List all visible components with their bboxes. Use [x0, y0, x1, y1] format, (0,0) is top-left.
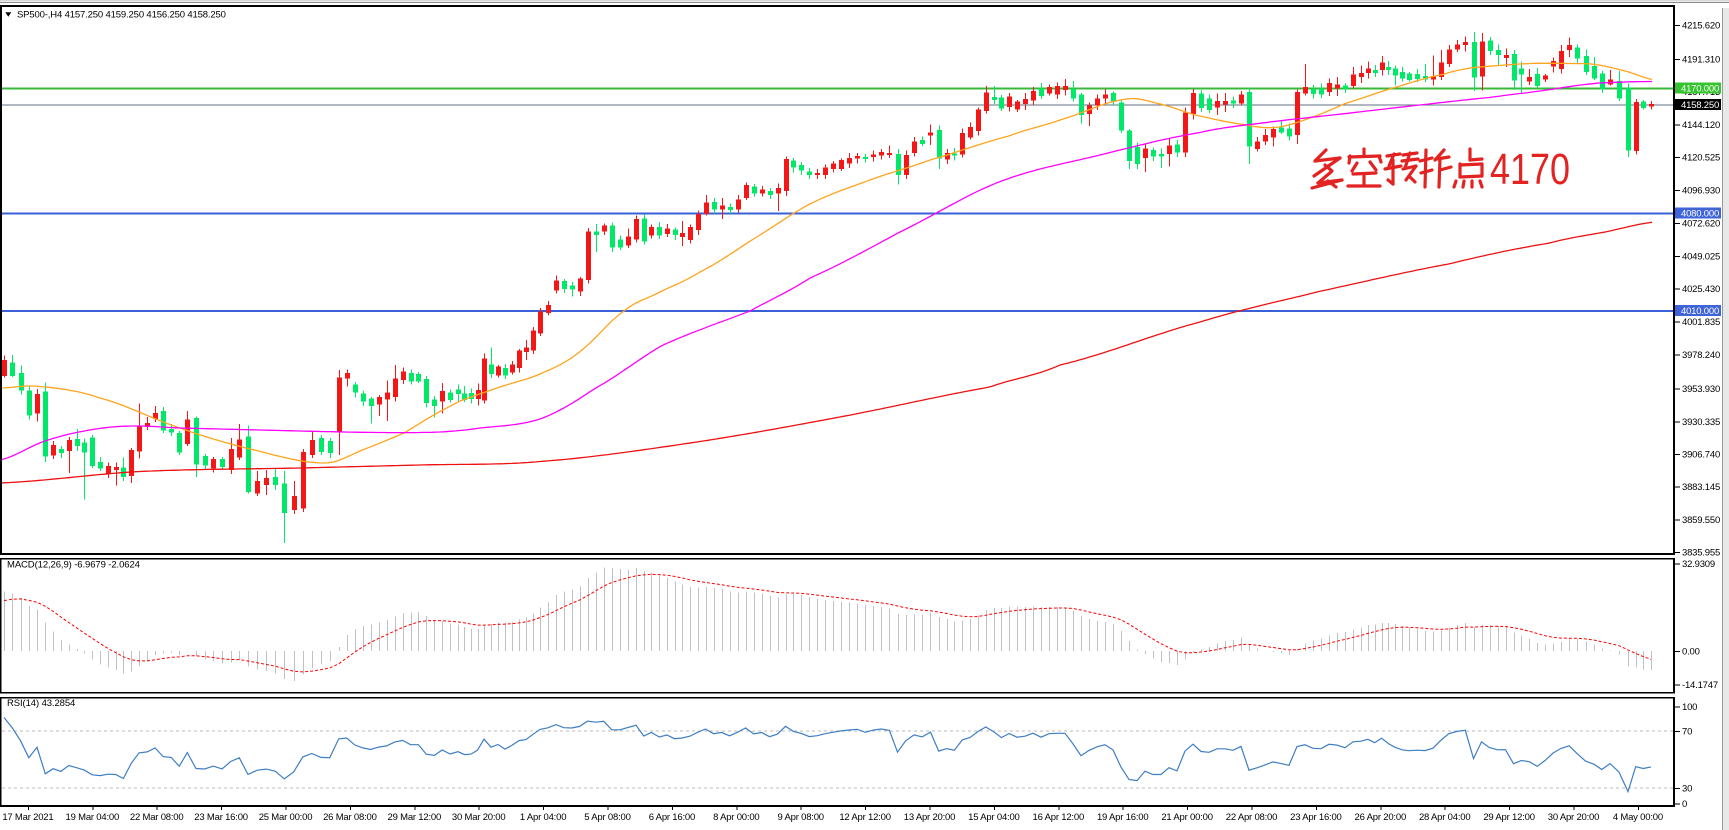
svg-text:32.9309: 32.9309 — [1682, 559, 1715, 570]
svg-text:4072.620: 4072.620 — [1682, 219, 1720, 230]
svg-text:30 Apr 20:00: 30 Apr 20:00 — [1548, 812, 1599, 823]
svg-text:MACD(12,26,9) -6.9679 -2.0624: MACD(12,26,9) -6.9679 -2.0624 — [7, 560, 140, 571]
svg-text:70: 70 — [1682, 726, 1692, 737]
svg-text:29 Apr 12:00: 29 Apr 12:00 — [1483, 812, 1534, 823]
svg-text:28 Apr 04:00: 28 Apr 04:00 — [1419, 812, 1470, 823]
svg-text:5 Apr 08:00: 5 Apr 08:00 — [584, 812, 630, 823]
svg-text:4158.250: 4158.250 — [1681, 100, 1719, 111]
svg-text:4170.000: 4170.000 — [1681, 84, 1719, 95]
svg-text:26 Apr 20:00: 26 Apr 20:00 — [1355, 812, 1406, 823]
svg-text:3930.335: 3930.335 — [1682, 417, 1720, 428]
svg-text:15 Apr 04:00: 15 Apr 04:00 — [968, 812, 1019, 823]
svg-text:4120.525: 4120.525 — [1682, 153, 1720, 164]
svg-text:23 Mar 16:00: 23 Mar 16:00 — [194, 812, 248, 823]
svg-text:4191.310: 4191.310 — [1682, 54, 1720, 65]
svg-text:6 Apr 16:00: 6 Apr 16:00 — [649, 812, 695, 823]
svg-text:26 Mar 08:00: 26 Mar 08:00 — [323, 812, 377, 823]
svg-text:100: 100 — [1682, 702, 1697, 713]
svg-text:12 Apr 12:00: 12 Apr 12:00 — [839, 812, 890, 823]
svg-text:16 Apr 12:00: 16 Apr 12:00 — [1033, 812, 1084, 823]
svg-text:30: 30 — [1682, 784, 1692, 795]
svg-text:25 Mar 00:00: 25 Mar 00:00 — [259, 812, 313, 823]
svg-text:4049.025: 4049.025 — [1682, 251, 1720, 262]
svg-text:1 Apr 04:00: 1 Apr 04:00 — [520, 812, 566, 823]
svg-text:3883.145: 3883.145 — [1682, 482, 1720, 493]
svg-text:4 May 00:00: 4 May 00:00 — [1613, 812, 1663, 823]
svg-text:22 Apr 08:00: 22 Apr 08:00 — [1226, 812, 1277, 823]
svg-text:8 Apr 00:00: 8 Apr 00:00 — [713, 812, 759, 823]
svg-text:3906.740: 3906.740 — [1682, 449, 1720, 460]
svg-text:4001.835: 4001.835 — [1682, 317, 1720, 328]
svg-text:9 Apr 08:00: 9 Apr 08:00 — [777, 812, 823, 823]
svg-text:23 Apr 16:00: 23 Apr 16:00 — [1290, 812, 1341, 823]
svg-text:4080.000: 4080.000 — [1681, 209, 1719, 220]
svg-text:RSI(14) 43.2854: RSI(14) 43.2854 — [7, 698, 75, 709]
svg-text:29 Mar 12:00: 29 Mar 12:00 — [388, 812, 442, 823]
svg-text:0: 0 — [1682, 799, 1687, 810]
svg-text:4025.430: 4025.430 — [1682, 284, 1720, 295]
svg-text:4096.930: 4096.930 — [1682, 185, 1720, 196]
svg-text:3835.955: 3835.955 — [1682, 548, 1720, 559]
svg-text:3953.930: 3953.930 — [1682, 384, 1720, 395]
svg-text:21 Apr 00:00: 21 Apr 00:00 — [1161, 812, 1212, 823]
svg-text:17 Mar 2021: 17 Mar 2021 — [2, 812, 53, 823]
svg-text:-14.1747: -14.1747 — [1682, 680, 1718, 691]
svg-text:0.00: 0.00 — [1682, 646, 1700, 657]
svg-text:4144.120: 4144.120 — [1682, 120, 1720, 131]
svg-text:3859.550: 3859.550 — [1682, 515, 1720, 526]
svg-text:4170: 4170 — [1490, 145, 1570, 194]
svg-text:19 Apr 16:00: 19 Apr 16:00 — [1097, 812, 1148, 823]
svg-text:30 Mar 20:00: 30 Mar 20:00 — [452, 812, 506, 823]
svg-text:19 Mar 04:00: 19 Mar 04:00 — [66, 812, 120, 823]
svg-text:SP500-,H4 4157.250 4159.250 4: SP500-,H4 4157.250 4159.250 4156.250 415… — [17, 10, 226, 21]
svg-text:22 Mar 08:00: 22 Mar 08:00 — [130, 812, 184, 823]
svg-text:4010.000: 4010.000 — [1681, 306, 1719, 317]
svg-text:13 Apr 20:00: 13 Apr 20:00 — [904, 812, 955, 823]
svg-text:4215.620: 4215.620 — [1682, 21, 1720, 32]
svg-text:3978.240: 3978.240 — [1682, 350, 1720, 361]
